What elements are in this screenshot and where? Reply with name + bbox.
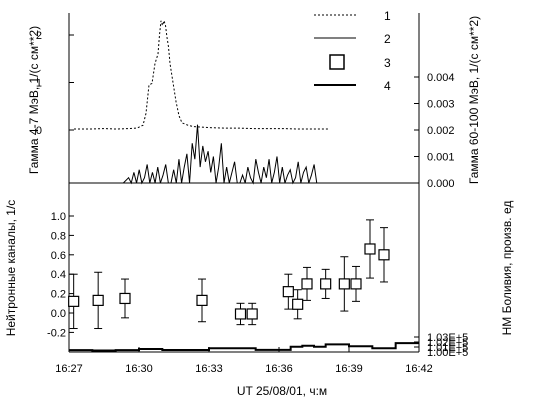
- bottom-left-tick-label: 0.2: [51, 289, 66, 301]
- legend-label-3: 3: [384, 56, 391, 70]
- series-3-point: [196, 294, 208, 306]
- bottom-left-tick-label: 1.0: [51, 211, 66, 223]
- bottom-right-tick-label: 1.02E+5: [427, 337, 468, 349]
- series-3-point: [246, 308, 258, 320]
- top-right-tick-label: 0.000: [427, 178, 455, 190]
- x-tick-label: 16:36: [265, 363, 293, 375]
- series-3-point: [282, 286, 294, 298]
- x-axis-label: UT 25/08/01, ч:м: [237, 384, 327, 398]
- bottom-right-tick-label: 1.01E+5: [427, 342, 468, 354]
- x-tick-label: 16:42: [405, 363, 433, 375]
- series-2-thin-line: [118, 124, 318, 185]
- top-right-tick-label: 0.004: [427, 72, 455, 84]
- top-right-tick-label: 0.001: [427, 152, 455, 164]
- bottom-left-tick-label: 0.6: [51, 250, 66, 262]
- legend-swatch-3: [329, 54, 345, 70]
- bottom-left-axis-label: Нейтронные каналы, 1/с: [4, 200, 18, 337]
- series-3-point: [292, 298, 304, 310]
- top-left-tick-label: 1: [36, 78, 42, 90]
- series-4-step-line: [69, 342, 419, 352]
- bottom-left-tick-label: 0.4: [51, 269, 66, 281]
- series-1-dotted-line: [74, 19, 329, 130]
- legend-label-4: 4: [384, 79, 391, 93]
- bottom-right-tick-label: 1.03E+5: [427, 332, 468, 344]
- top-right-tick-label: 0.002: [427, 125, 455, 137]
- top-left-tick-label: 2: [36, 30, 42, 42]
- bottom-left-tick-label: 0.8: [51, 230, 66, 242]
- top-left-tick-label: 0: [36, 125, 42, 137]
- series-3-point: [234, 308, 247, 320]
- x-tick-label: 16:33: [195, 363, 223, 375]
- bottom-left-tick-label: 0.0: [51, 308, 66, 320]
- top-left-axis-label: Гамма 4-7 МэВ, 1/(с см**2): [27, 26, 41, 174]
- bottom-right-tick-label: 1.00E+5: [427, 347, 468, 359]
- series-3-point: [301, 278, 313, 290]
- top-right-tick-label: 0.003: [427, 99, 455, 111]
- series-3-point: [92, 294, 104, 306]
- legend-label-1: 1: [384, 9, 391, 23]
- series-3-point: [364, 243, 376, 255]
- x-tick-label: 16:27: [55, 363, 83, 375]
- x-tick-label: 16:30: [125, 363, 153, 375]
- series-3-point: [68, 295, 80, 307]
- series-3-point: [338, 278, 350, 290]
- series-3-point: [119, 292, 131, 305]
- series-3-point: [350, 278, 362, 290]
- series-3-point: [320, 278, 332, 290]
- bottom-left-tick-label: -0.2: [47, 327, 66, 339]
- series-3-point: [378, 249, 390, 261]
- legend-label-2: 2: [384, 32, 391, 46]
- top-right-axis-label: Гамма 60-100 МэВ, 1/(с см**2): [467, 16, 481, 184]
- bottom-right-axis-label: НМ Боливия, произв. ед: [500, 201, 514, 336]
- x-tick-label: 16:39: [335, 363, 363, 375]
